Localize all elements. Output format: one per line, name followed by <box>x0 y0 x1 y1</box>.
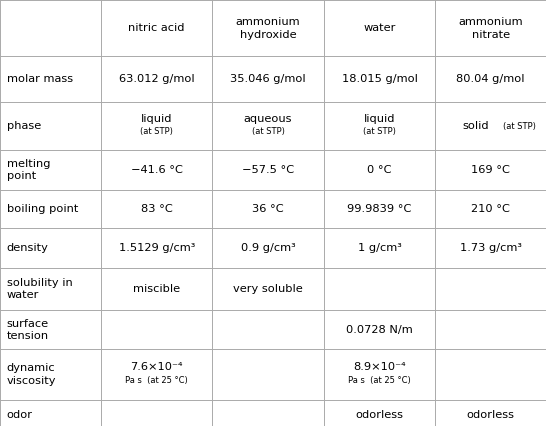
Text: boiling point: boiling point <box>7 204 78 214</box>
Text: 1 g/cm³: 1 g/cm³ <box>358 243 401 253</box>
Text: 36 °C: 36 °C <box>252 204 284 214</box>
Text: 18.015 g/mol: 18.015 g/mol <box>342 74 417 84</box>
Text: dynamic
viscosity: dynamic viscosity <box>7 363 56 386</box>
Text: liquid: liquid <box>364 115 395 124</box>
Text: 169 °C: 169 °C <box>471 165 510 175</box>
Text: (at STP): (at STP) <box>363 127 396 136</box>
Text: 1.73 g/cm³: 1.73 g/cm³ <box>460 243 521 253</box>
Text: 80.04 g/mol: 80.04 g/mol <box>456 74 525 84</box>
Text: 99.9839 °C: 99.9839 °C <box>347 204 412 214</box>
Text: ammonium
hydroxide: ammonium hydroxide <box>236 17 300 40</box>
Text: molar mass: molar mass <box>7 74 73 84</box>
Text: (at STP): (at STP) <box>502 121 536 131</box>
Text: 7.6×10⁻⁴: 7.6×10⁻⁴ <box>130 363 183 372</box>
Text: odorless: odorless <box>355 410 403 420</box>
Text: 35.046 g/mol: 35.046 g/mol <box>230 74 306 84</box>
Text: melting
point: melting point <box>7 159 50 181</box>
Text: density: density <box>7 243 49 253</box>
Text: odor: odor <box>7 410 33 420</box>
Text: phase: phase <box>7 121 41 131</box>
Text: Pa s  (at 25 °C): Pa s (at 25 °C) <box>348 376 411 385</box>
Text: 1.5129 g/cm³: 1.5129 g/cm³ <box>118 243 195 253</box>
Text: nitric acid: nitric acid <box>128 23 185 33</box>
Text: (at STP): (at STP) <box>140 127 173 136</box>
Text: −41.6 °C: −41.6 °C <box>130 165 183 175</box>
Text: ammonium
nitrate: ammonium nitrate <box>458 17 523 40</box>
Text: (at STP): (at STP) <box>252 127 284 136</box>
Text: 0 °C: 0 °C <box>367 165 391 175</box>
Text: 210 °C: 210 °C <box>471 204 510 214</box>
Text: 0.9 g/cm³: 0.9 g/cm³ <box>241 243 295 253</box>
Text: 63.012 g/mol: 63.012 g/mol <box>119 74 194 84</box>
Text: aqueous: aqueous <box>244 115 292 124</box>
Text: Pa s  (at 25 °C): Pa s (at 25 °C) <box>126 376 188 385</box>
Text: water: water <box>363 23 396 33</box>
Text: −57.5 °C: −57.5 °C <box>242 165 294 175</box>
Text: 8.9×10⁻⁴: 8.9×10⁻⁴ <box>353 363 406 372</box>
Text: solid: solid <box>462 121 489 131</box>
Text: 0.0728 N/m: 0.0728 N/m <box>346 325 413 335</box>
Text: 83 °C: 83 °C <box>141 204 173 214</box>
Text: odorless: odorless <box>467 410 514 420</box>
Text: miscible: miscible <box>133 284 180 294</box>
Text: very soluble: very soluble <box>233 284 303 294</box>
Text: liquid: liquid <box>141 115 173 124</box>
Text: surface
tension: surface tension <box>7 319 49 341</box>
Text: solubility in
water: solubility in water <box>7 278 72 300</box>
